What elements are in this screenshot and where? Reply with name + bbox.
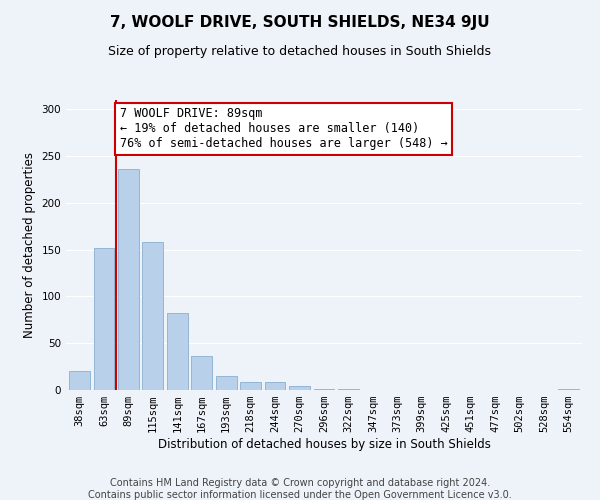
Bar xyxy=(289,386,310,390)
X-axis label: Distribution of detached houses by size in South Shields: Distribution of detached houses by size … xyxy=(158,438,490,451)
Bar xyxy=(69,372,90,390)
Text: Contains HM Land Registry data © Crown copyright and database right 2024.: Contains HM Land Registry data © Crown c… xyxy=(110,478,490,488)
Y-axis label: Number of detached properties: Number of detached properties xyxy=(23,152,36,338)
Bar xyxy=(191,356,212,390)
Text: 7 WOOLF DRIVE: 89sqm
← 19% of detached houses are smaller (140)
76% of semi-deta: 7 WOOLF DRIVE: 89sqm ← 19% of detached h… xyxy=(120,108,448,150)
Bar xyxy=(314,389,334,390)
Bar xyxy=(94,248,114,390)
Bar xyxy=(240,382,261,390)
Bar xyxy=(338,389,359,390)
Text: Contains public sector information licensed under the Open Government Licence v3: Contains public sector information licen… xyxy=(88,490,512,500)
Bar xyxy=(142,242,163,390)
Bar xyxy=(216,376,236,390)
Bar xyxy=(118,169,139,390)
Text: 7, WOOLF DRIVE, SOUTH SHIELDS, NE34 9JU: 7, WOOLF DRIVE, SOUTH SHIELDS, NE34 9JU xyxy=(110,15,490,30)
Bar xyxy=(265,382,286,390)
Bar xyxy=(167,314,188,390)
Bar xyxy=(558,389,579,390)
Text: Size of property relative to detached houses in South Shields: Size of property relative to detached ho… xyxy=(109,45,491,58)
